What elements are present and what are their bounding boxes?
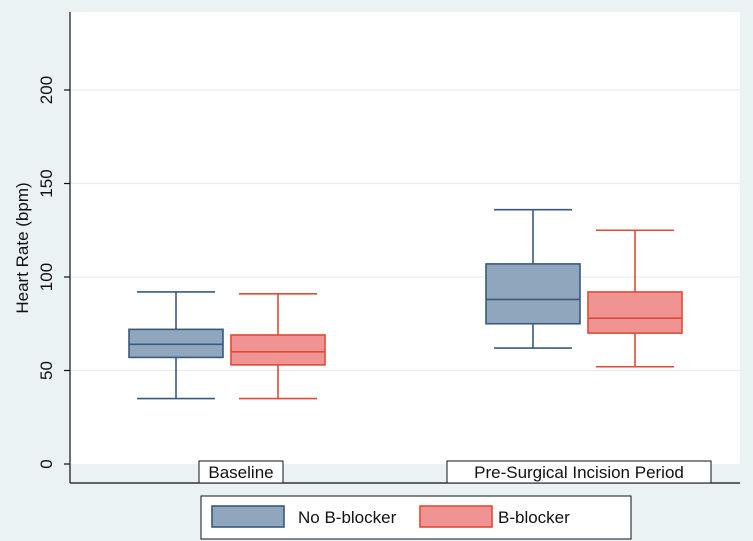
group-label: Baseline [208, 463, 273, 482]
box-iqr [230, 334, 326, 366]
legend: No B-blocker B-blocker [200, 495, 632, 540]
box-b-blocker-0 [230, 293, 326, 400]
group-label: Pre-Surgical Incision Period [474, 463, 684, 482]
box-b-blocker-1 [587, 229, 683, 368]
plot-area [70, 12, 740, 464]
y-ticks: 0 50 100 150 200 [37, 76, 70, 469]
boxes-layer [128, 208, 683, 400]
y-tick-label: 100 [37, 263, 56, 291]
group-label-box [446, 460, 712, 484]
y-tick-label: 0 [37, 459, 56, 468]
box-iqr [485, 263, 581, 325]
box-iqr [587, 291, 683, 334]
y-tick-label: 50 [37, 361, 56, 380]
box-no-b-blocker-1 [485, 208, 581, 349]
legend-swatch [419, 505, 493, 528]
legend-swatch [211, 505, 285, 528]
group-label-box [198, 460, 284, 484]
gridlines [70, 89, 740, 372]
box-no-b-blocker-0 [128, 291, 224, 400]
y-axis-title: Heart Rate (bpm) [13, 182, 32, 313]
box-iqr [128, 328, 224, 359]
y-tick-label: 200 [37, 76, 56, 104]
y-tick-label: 150 [37, 169, 56, 197]
legend-label: B-blocker [498, 508, 570, 527]
group-labels: Baseline Pre-Surgical Incision Period [198, 460, 712, 484]
legend-label: No B-blocker [298, 508, 397, 527]
